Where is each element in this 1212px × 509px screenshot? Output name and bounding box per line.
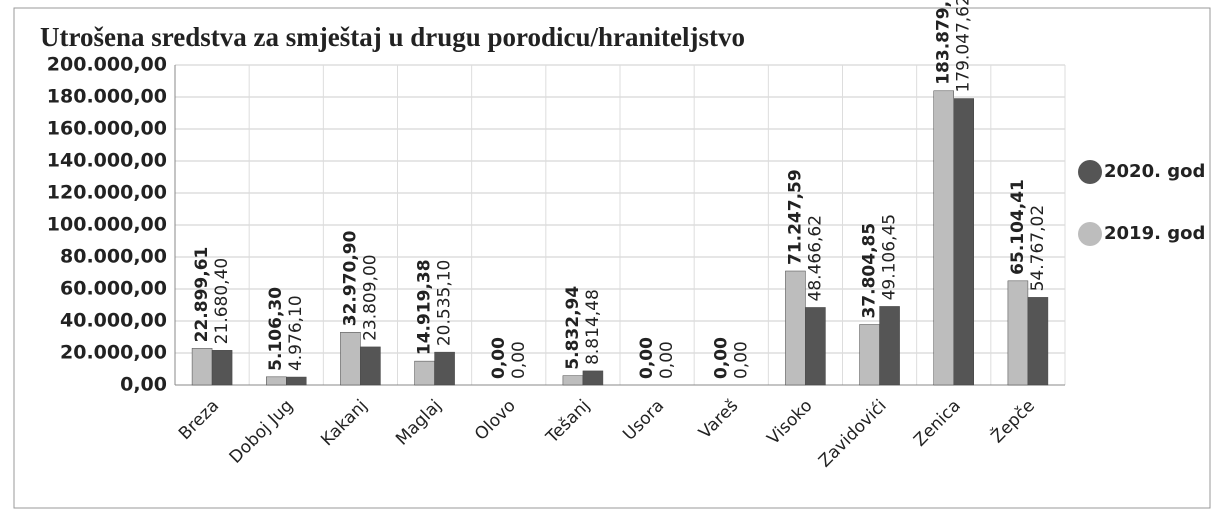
data-label: 23.809,00 — [360, 254, 380, 341]
data-label: 0,00 — [731, 341, 751, 379]
data-label: 14.919,38 — [415, 259, 435, 355]
bar — [859, 324, 880, 386]
x-tick-label: Žepče — [986, 395, 1039, 448]
data-label: 4.976,10 — [286, 295, 306, 371]
data-label: 0,00 — [657, 341, 677, 379]
data-label: 71.247,59 — [785, 169, 805, 265]
frame — [13, 7, 1211, 509]
bar — [211, 350, 233, 386]
bar — [434, 351, 455, 386]
y-tick-label: 0,00 — [120, 374, 167, 396]
x-tick-label: Olovo — [471, 396, 520, 445]
bar — [1007, 280, 1029, 386]
data-label: 0,00 — [489, 337, 509, 379]
bar — [191, 348, 213, 386]
data-label: 183.879,90 — [934, 0, 954, 85]
y-tick-label: 180.000,00 — [47, 86, 167, 108]
bar — [582, 370, 604, 386]
x-tick-label: Zenica — [910, 396, 965, 451]
y-tick-label: 120.000,00 — [47, 182, 167, 204]
data-label: 5.106,30 — [266, 287, 286, 371]
data-label: 49.106,45 — [880, 214, 900, 301]
bar — [933, 90, 954, 386]
data-label: 65.104,41 — [1008, 179, 1028, 275]
data-label: 48.466,62 — [805, 215, 825, 302]
chart-title: Utrošena sredstva za smještaj u drugu po… — [40, 22, 745, 52]
y-tick-label: 200.000,00 — [47, 54, 167, 76]
x-tick-label: Tešanj — [542, 396, 594, 448]
bar — [360, 346, 381, 386]
x-tick-label: Kakanj — [317, 396, 371, 450]
legend-swatch — [1078, 222, 1102, 246]
y-tick-label: 80.000,00 — [60, 246, 167, 268]
data-label: 0,00 — [711, 337, 731, 379]
bar — [340, 331, 361, 386]
y-tick-label: 20.000,00 — [60, 342, 167, 364]
bar — [414, 360, 435, 386]
x-tick-label: Usora — [619, 396, 668, 445]
data-label: 8.814,48 — [583, 289, 603, 365]
x-tick-label: Vareš — [695, 396, 742, 443]
bar — [953, 98, 974, 386]
x-tick-label: Breza — [175, 396, 223, 444]
x-tick-label: Maglaj — [392, 396, 446, 450]
legend-label: 2020. god — [1104, 161, 1205, 182]
data-label: 32.970,90 — [340, 230, 360, 326]
data-label: 0,00 — [509, 341, 529, 379]
data-label: 20.535,10 — [435, 260, 455, 347]
x-tick-label: Visoko — [764, 396, 817, 449]
bar — [562, 375, 584, 386]
y-tick-label: 100.000,00 — [47, 214, 167, 236]
y-tick-label: 160.000,00 — [47, 118, 167, 140]
data-label: 22.899,61 — [192, 247, 212, 343]
data-label: 179.047,62 — [954, 0, 974, 93]
data-label: 0,00 — [637, 337, 657, 379]
data-label: 54.767,02 — [1028, 205, 1048, 292]
bar — [266, 376, 287, 386]
x-tick-label: Zavidovići — [815, 396, 891, 472]
y-tick-label: 140.000,00 — [47, 150, 167, 172]
bar — [805, 307, 826, 386]
y-tick-label: 60.000,00 — [60, 278, 167, 300]
bar — [286, 376, 307, 386]
y-tick-label: 40.000,00 — [60, 310, 167, 332]
data-label: 5.832,94 — [563, 286, 583, 370]
bar — [1027, 297, 1049, 386]
data-label: 37.804,85 — [860, 223, 880, 319]
data-label: 21.680,40 — [212, 258, 232, 345]
x-tick-label: Doboj Jug — [226, 396, 298, 468]
bar — [785, 270, 806, 386]
legend-swatch — [1078, 160, 1102, 184]
bar — [879, 306, 900, 386]
legend-label: 2019. god — [1104, 223, 1205, 244]
